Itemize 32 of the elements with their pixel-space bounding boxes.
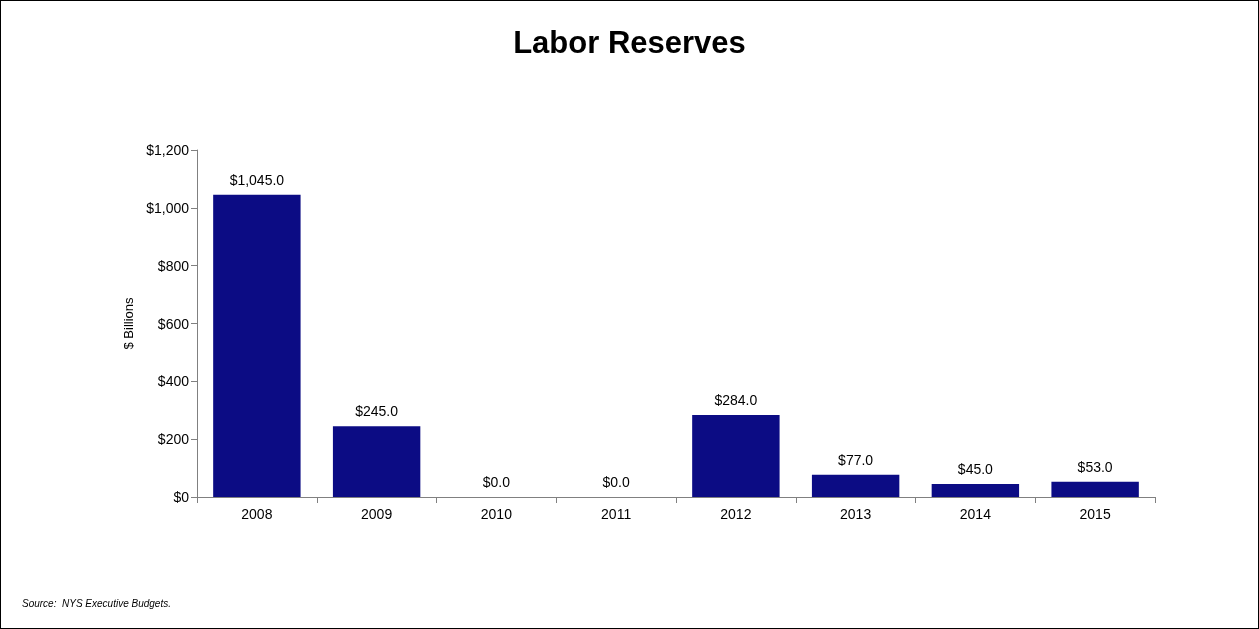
- x-tick-label: 2008: [241, 506, 273, 522]
- data-label: $1,045.0: [229, 171, 285, 188]
- bar: [213, 194, 301, 497]
- x-tick-label: 2013: [840, 506, 872, 522]
- data-label: $53.0: [1077, 458, 1113, 475]
- y-tick-label: $800: [157, 257, 190, 274]
- y-tick-label: $1,200: [146, 142, 190, 158]
- data-label: $0.0: [482, 474, 511, 490]
- x-tick-label: 2011: [601, 506, 632, 522]
- y-tick-label: $600: [157, 315, 190, 332]
- bar: [931, 483, 1020, 497]
- x-tick-label: 2014: [959, 506, 992, 522]
- x-tick-label: 2010: [480, 506, 513, 522]
- y-tick-label: $200: [157, 431, 190, 448]
- y-tick-label: $0: [173, 489, 190, 505]
- bar: [692, 414, 780, 497]
- bar: [1051, 481, 1139, 497]
- data-label: $0.0: [602, 474, 630, 490]
- x-tick-label: 2012: [720, 506, 752, 522]
- y-tick-label: $1,000: [146, 199, 190, 216]
- x-tick-label: 2009: [361, 506, 393, 522]
- data-label: $284.0: [714, 391, 758, 408]
- y-tick-label: $400: [157, 373, 190, 390]
- bar: [332, 426, 421, 497]
- y-axis-title: $ Billions: [121, 296, 136, 350]
- x-tick-label: 2015: [1079, 506, 1111, 522]
- source-note: Source: NYS Executive Budgets.: [22, 598, 171, 609]
- data-label: $45.0: [957, 460, 994, 477]
- data-label: $245.0: [355, 403, 399, 420]
- data-label: $77.0: [838, 451, 874, 468]
- bar: [811, 474, 900, 497]
- chart-title: Labor Reserves: [513, 25, 746, 60]
